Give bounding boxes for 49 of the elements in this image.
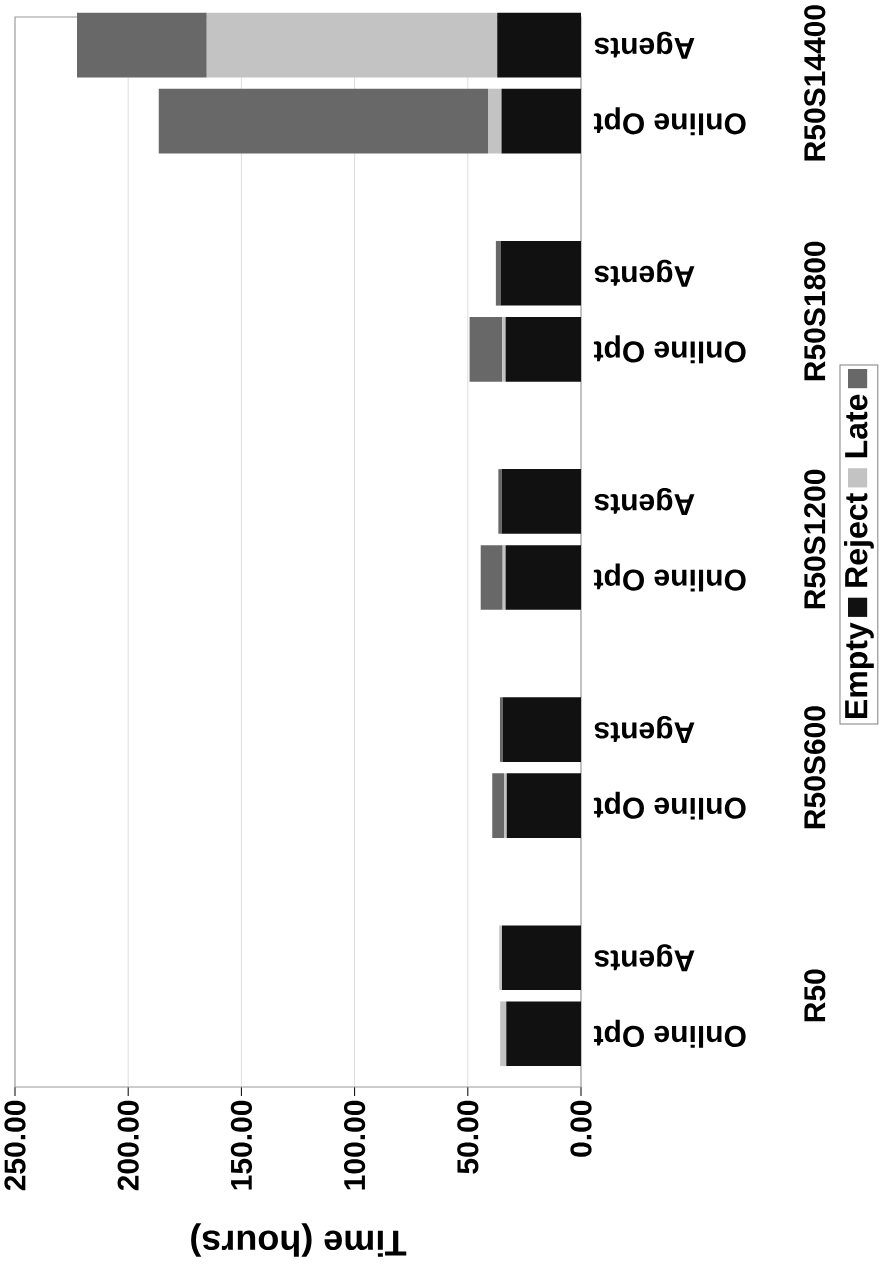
y-tick-label: Online Opt (593, 1019, 746, 1048)
bar (469, 317, 503, 382)
bar (501, 469, 581, 534)
text: R50 (804, 969, 826, 1022)
y-tick-label: Online Opt (593, 791, 746, 820)
y-tick-label: Agents (594, 716, 695, 744)
x-tick-label: 0.00 (570, 1100, 592, 1157)
bar (502, 545, 506, 610)
legend-label: Reject (844, 493, 874, 587)
x-tick-label: 150.00 (230, 1100, 253, 1190)
x-tick-label: 50.00 (457, 1100, 479, 1174)
bar (505, 317, 581, 382)
legend-label: Empty (845, 622, 874, 718)
x-tick-label: 100.00 (343, 1100, 366, 1190)
bar (480, 545, 503, 610)
bar (158, 88, 489, 154)
bar (488, 88, 502, 154)
bar (506, 1001, 581, 1067)
y-tick-label: Agents (594, 259, 695, 287)
bar (502, 697, 581, 762)
bar (77, 12, 207, 78)
y-tick-label: Agents (594, 944, 695, 972)
bar (504, 773, 507, 838)
bar (506, 773, 581, 838)
text: R50S14400 (804, 5, 826, 161)
bar (501, 925, 581, 991)
bar (499, 697, 503, 762)
legend-label: Late (845, 394, 868, 458)
text: R50S1800 (804, 241, 826, 381)
bar (499, 925, 502, 991)
x-axis-title: Time (hours) (191, 1223, 407, 1257)
bar (492, 773, 505, 838)
x-tick-label: 250.00 (4, 1100, 26, 1191)
bar (500, 240, 581, 306)
text: R50S600 (804, 706, 826, 829)
bar (505, 545, 581, 610)
y-tick-label: Agents (594, 31, 695, 59)
bar (500, 1001, 507, 1067)
y-tick-label: Online Opt (593, 107, 746, 136)
bar (502, 317, 506, 382)
bar (495, 240, 501, 306)
y-tick-label: Online Opt (593, 563, 746, 592)
y-tick-label: Agents (594, 487, 695, 515)
bar (501, 88, 581, 154)
text: R50S1200 (804, 469, 826, 609)
bar (497, 12, 581, 78)
y-tick-label: Online Opt (593, 335, 746, 364)
bar (498, 469, 502, 534)
x-tick-label: 200.00 (117, 1100, 139, 1191)
